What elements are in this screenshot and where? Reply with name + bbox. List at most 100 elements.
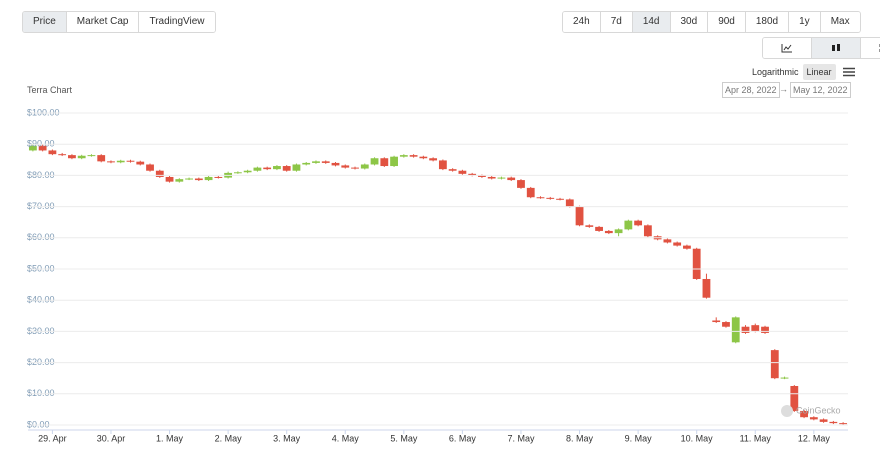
data-tab[interactable]: Market Cap xyxy=(65,12,139,32)
candle-body xyxy=(243,170,252,173)
range-tab[interactable]: 7d xyxy=(599,12,632,32)
candle-body xyxy=(624,220,633,230)
candle-body xyxy=(185,178,193,180)
candle-icon xyxy=(832,44,840,51)
x-tick-label: 6. May xyxy=(449,433,477,443)
candle-body xyxy=(438,160,447,170)
candle-body xyxy=(312,161,320,163)
candle-body xyxy=(429,158,438,161)
range-tab[interactable]: 180d xyxy=(744,12,789,32)
x-tick-label: 7. May xyxy=(507,433,535,443)
y-tick-label: $50.00 xyxy=(27,263,55,273)
candle-body xyxy=(575,206,584,226)
y-tick-label: $100.00 xyxy=(27,107,60,117)
candle-body xyxy=(224,172,233,178)
date-to[interactable]: May 12, 2022 xyxy=(790,82,851,98)
candle-body xyxy=(233,172,242,174)
x-tick-label: 11. May xyxy=(740,433,772,443)
data-tab[interactable]: TradingView xyxy=(138,12,215,32)
menu-icon[interactable] xyxy=(842,67,856,77)
chart-title: Terra Chart xyxy=(27,85,73,95)
x-tick-label: 3. May xyxy=(273,433,301,443)
x-tick-label: 12. May xyxy=(798,433,831,443)
candle-body xyxy=(194,178,203,181)
candle-body xyxy=(146,164,154,171)
candle-body xyxy=(751,325,760,332)
candle-body xyxy=(126,160,135,162)
y-tick-label: $80.00 xyxy=(27,170,55,180)
range-tab[interactable]: 24h xyxy=(563,12,600,32)
candle-body xyxy=(302,162,311,165)
candle-body xyxy=(409,155,418,157)
candle-body xyxy=(683,245,691,249)
candle-body xyxy=(399,155,408,157)
candle-body xyxy=(663,239,672,243)
candle-body xyxy=(839,423,848,425)
candle-body xyxy=(800,410,808,418)
date-from[interactable]: Apr 28, 2022 xyxy=(722,82,780,98)
candle-body xyxy=(68,155,76,159)
range-tab[interactable]: Max xyxy=(819,12,860,32)
candle-body xyxy=(507,177,516,181)
line-view-button[interactable] xyxy=(763,38,811,58)
candle-body xyxy=(741,326,750,333)
candle-body xyxy=(819,419,828,422)
candle-body xyxy=(175,179,184,182)
candle-body xyxy=(58,154,67,156)
candle-body xyxy=(77,155,86,159)
candle-body xyxy=(155,170,164,177)
candle-body xyxy=(48,150,57,155)
candle-view-button[interactable] xyxy=(811,38,860,58)
x-tick-label: 29. Apr xyxy=(38,433,67,443)
y-tick-label: $20.00 xyxy=(27,357,55,367)
range-tab[interactable]: 90d xyxy=(707,12,745,32)
scale-option[interactable]: Linear xyxy=(802,64,836,80)
candle-body xyxy=(351,167,359,169)
range-tab[interactable]: 14d xyxy=(631,12,670,32)
candle-body xyxy=(253,167,262,171)
candle-body xyxy=(419,156,428,159)
y-tick-label: $0.00 xyxy=(27,419,50,429)
candle-body xyxy=(273,166,281,170)
candle-body xyxy=(761,326,769,333)
candle-body xyxy=(292,164,301,171)
candle-body xyxy=(595,226,603,231)
range-tab[interactable]: 30d xyxy=(669,12,708,32)
candle-body xyxy=(107,161,115,163)
candle-body xyxy=(653,236,662,240)
candle-body xyxy=(722,322,730,327)
candle-body xyxy=(829,421,838,424)
candle-body xyxy=(97,155,106,162)
candle-body xyxy=(468,173,477,176)
candle-body xyxy=(487,176,496,179)
x-tick-label: 1. May xyxy=(156,433,184,443)
candle-body xyxy=(604,230,613,234)
candle-body xyxy=(673,242,682,246)
x-tick-label: 30. Apr xyxy=(97,433,126,443)
fullscreen-button[interactable] xyxy=(860,38,880,58)
candle-body xyxy=(478,175,486,177)
candle-body xyxy=(38,145,47,151)
candle-body xyxy=(448,169,457,171)
line-icon xyxy=(781,44,792,53)
range-tab[interactable]: 1y xyxy=(788,12,820,32)
candle-body xyxy=(282,166,291,171)
view-buttons xyxy=(762,37,880,59)
candle-body xyxy=(390,156,398,167)
candle-body xyxy=(28,145,37,151)
candle-body xyxy=(116,160,125,163)
candle-body xyxy=(458,170,467,174)
candle-body xyxy=(692,248,701,279)
scale-option[interactable]: Logarithmic xyxy=(752,67,799,77)
watermark: CoinGecko xyxy=(796,405,841,415)
y-tick-label: $30.00 xyxy=(27,326,55,336)
watermark-logo xyxy=(781,405,793,417)
candle-body xyxy=(790,386,799,411)
y-tick-label: $70.00 xyxy=(27,201,55,211)
data-tab[interactable]: Price xyxy=(23,12,66,32)
candle-body xyxy=(702,278,711,298)
candle-body xyxy=(643,225,652,237)
candle-body xyxy=(556,198,564,200)
candle-body xyxy=(731,317,740,343)
y-tick-label: $60.00 xyxy=(27,232,55,242)
